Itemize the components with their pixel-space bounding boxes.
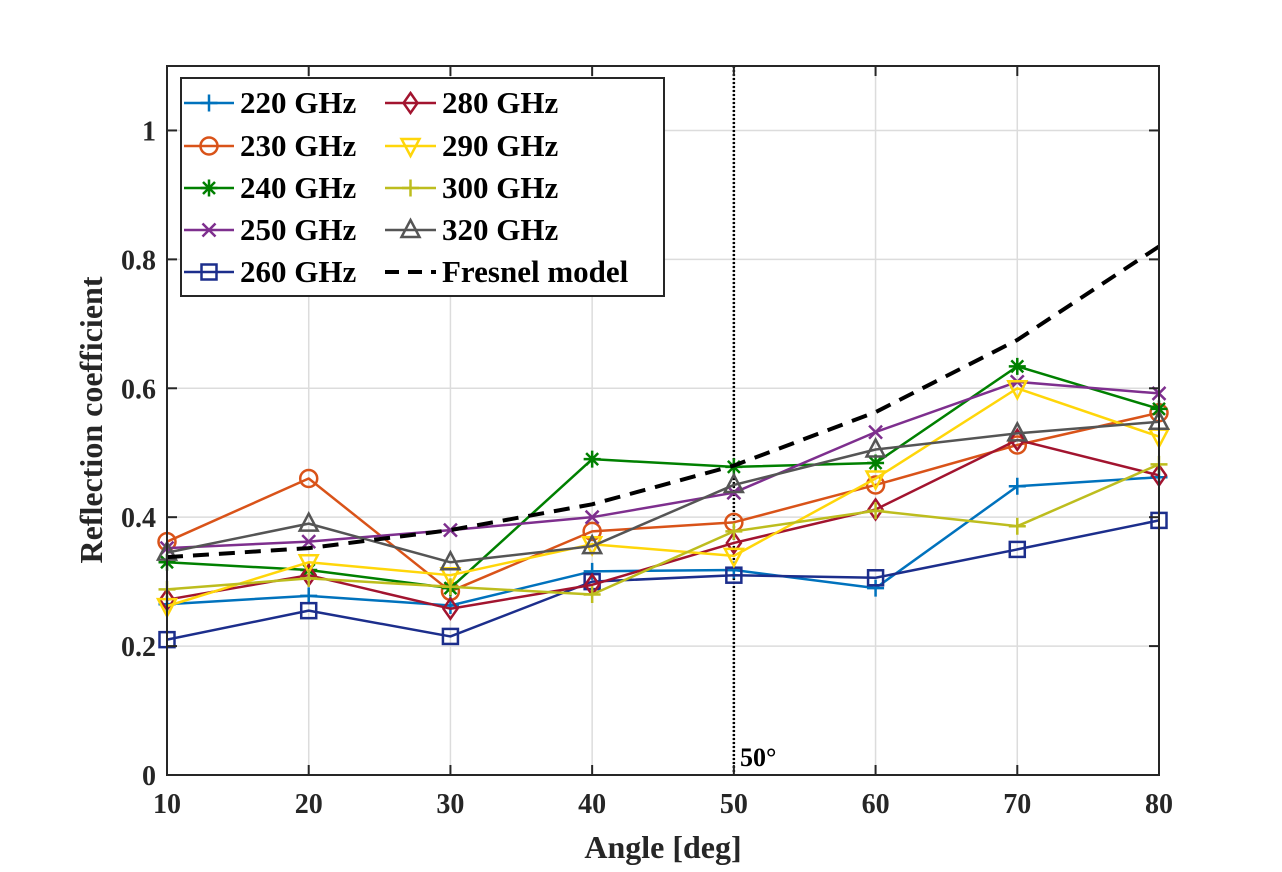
y-tick-label: 0 <box>142 761 156 792</box>
data-point <box>441 578 459 596</box>
legend-label: 250 GHz <box>240 212 356 247</box>
legend-label: 220 GHz <box>240 85 356 120</box>
data-point <box>441 596 459 621</box>
x-axis-label: Angle [deg] <box>584 829 741 865</box>
x-tick-label: 30 <box>436 789 464 820</box>
legend-marker <box>200 179 218 197</box>
data-point <box>865 475 886 495</box>
series-fresnel-model <box>166 244 1161 560</box>
series-line <box>166 387 1160 608</box>
legend-entry: 250 GHz <box>184 212 356 247</box>
vline-annotation-label: 50° <box>740 743 776 772</box>
legend-label: Fresnel model <box>442 254 629 289</box>
legend-marker <box>402 179 419 197</box>
data-point <box>299 601 318 620</box>
data-point <box>1006 420 1029 442</box>
legend: 220 GHz 230 GHz 240 GHz 250 GHz 260 GHz 280 G… <box>180 77 665 297</box>
legend-entry: 260 GHz <box>184 254 356 289</box>
data-point <box>722 547 745 569</box>
series-320-ghz <box>155 409 1171 571</box>
data-point <box>867 502 885 520</box>
plot-frame <box>166 65 1160 776</box>
data-point <box>864 436 887 458</box>
x-tick-label: 80 <box>1145 789 1173 820</box>
x-tick-label: 20 <box>295 789 323 820</box>
legend-label: 300 GHz <box>442 170 558 205</box>
data-point <box>725 530 743 556</box>
legend-label: 320 GHz <box>442 212 558 247</box>
data-point <box>1008 477 1026 495</box>
data-point <box>1008 427 1026 453</box>
data-point <box>1006 380 1029 401</box>
data-point <box>722 472 745 494</box>
series-line <box>166 519 1160 641</box>
data-point <box>1008 357 1026 375</box>
data-point <box>301 534 317 550</box>
legend-entry: 220 GHz <box>184 85 356 120</box>
data-point <box>297 554 320 575</box>
series-group <box>155 244 1171 649</box>
legend-entry: 320 GHz <box>385 212 558 247</box>
data-point <box>439 549 462 571</box>
legend-label: 280 GHz <box>442 85 558 120</box>
legend-label: 290 GHz <box>442 128 558 163</box>
tick-labels: 10 20 30 40 50 60 70 80 0 0.2 0.4 0.6 0.8 1 <box>121 116 1173 820</box>
legend-marker <box>399 217 422 239</box>
x-tick-label: 50 <box>720 789 748 820</box>
legend-entry: 230 GHz <box>184 128 356 163</box>
series-line <box>166 420 1160 564</box>
data-point <box>867 497 885 522</box>
data-point <box>300 587 318 605</box>
legend-entry: Fresnel model <box>385 254 629 289</box>
legend-marker <box>200 94 218 112</box>
y-tick-label: 0.6 <box>121 374 156 405</box>
legend-label: 240 GHz <box>240 170 356 205</box>
legend-marker <box>201 222 217 238</box>
legend-marker <box>401 90 420 116</box>
y-tick-label: 1 <box>142 116 156 147</box>
y-tick-label: 0.8 <box>121 245 156 276</box>
series-line <box>166 380 1160 550</box>
legend-entry: 240 GHz <box>184 170 356 205</box>
data-point <box>725 522 743 540</box>
ticks <box>166 66 1160 776</box>
data-point <box>584 509 600 525</box>
data-point <box>1008 540 1027 559</box>
data-point <box>868 424 883 440</box>
data-point <box>583 450 601 468</box>
y-tick-label: 0.4 <box>121 503 156 534</box>
x-tick-label: 70 <box>1003 789 1031 820</box>
y-tick-label: 0.2 <box>121 632 156 663</box>
data-point <box>582 521 602 542</box>
data-point <box>864 470 887 492</box>
data-point <box>581 533 604 555</box>
data-point <box>583 586 601 604</box>
data-point <box>298 468 319 489</box>
data-point <box>866 569 885 587</box>
x-tick-label: 40 <box>578 789 606 820</box>
data-point <box>1008 517 1026 535</box>
series-line <box>166 244 1161 560</box>
legend-marker <box>200 263 218 281</box>
data-point <box>443 522 458 538</box>
legend-label: 230 GHz <box>240 128 356 163</box>
legend-entry: 280 GHz <box>385 85 558 120</box>
series-line <box>166 365 1160 590</box>
legend-marker <box>199 136 219 156</box>
x-tick-label: 10 <box>153 789 181 820</box>
y-axis-label: Reflection coefficient <box>73 276 109 563</box>
series-line <box>166 475 1160 607</box>
data-point <box>867 454 885 472</box>
data-point <box>300 569 318 587</box>
series-line <box>166 463 1160 596</box>
data-point <box>297 510 320 532</box>
legend-entry: 300 GHz <box>385 170 558 205</box>
legend-label: 260 GHz <box>240 254 356 289</box>
legend-entry: 290 GHz <box>385 128 558 163</box>
data-point <box>867 579 885 597</box>
legend-marker <box>399 137 422 159</box>
x-tick-label: 60 <box>862 789 890 820</box>
data-point <box>441 627 460 646</box>
